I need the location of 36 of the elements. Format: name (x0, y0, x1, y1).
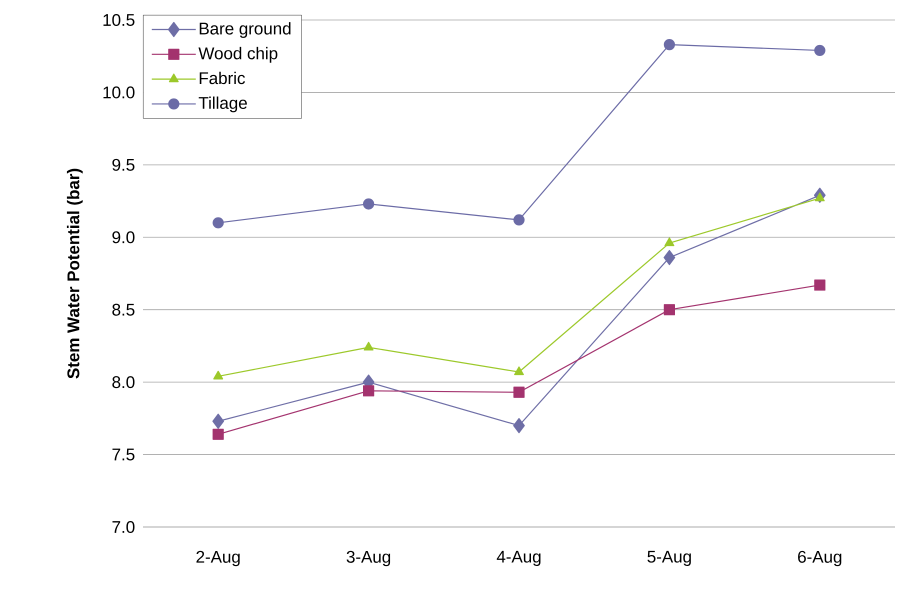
point (814, 44, 826, 56)
y-tick-label: 8.0 (112, 376, 134, 388)
y-tick-label: 7.5 (112, 448, 134, 460)
y-tick-label: 10.5 (103, 14, 134, 26)
point (513, 386, 525, 398)
legend-label: Bare ground (200, 22, 290, 38)
x-tick-label: 3-Aug (346, 550, 390, 566)
point (664, 39, 675, 50)
point (363, 385, 374, 396)
point (212, 217, 224, 228)
x-tick-label: 2-Aug (196, 550, 240, 566)
point (212, 414, 224, 429)
point (364, 342, 374, 350)
y-tick-label: 9.5 (112, 158, 134, 171)
x-tick-label: 4-Aug (496, 550, 540, 566)
point (814, 192, 825, 202)
y-tick-label: 8.5 (112, 304, 134, 316)
point (664, 304, 675, 316)
point (814, 279, 826, 291)
point (664, 237, 674, 246)
point (513, 418, 525, 434)
point (363, 198, 374, 210)
legend-label: Fabric (200, 72, 245, 84)
point (212, 428, 224, 440)
y-tick-label: 7.0 (112, 521, 134, 533)
legend-label: Tillage (198, 96, 247, 112)
point (664, 250, 676, 266)
y-tick-label: 9.0 (112, 231, 134, 244)
point (213, 370, 224, 380)
legend-label: Wood chip (198, 46, 278, 63)
point (513, 214, 525, 226)
y-axis-title: Stem Water Potential (bar) (66, 168, 83, 379)
x-tick-label: 6-Aug (798, 550, 842, 566)
x-tick-label: 5-Aug (647, 550, 691, 566)
point (514, 366, 524, 376)
y-tick-label: 10.0 (103, 86, 134, 98)
